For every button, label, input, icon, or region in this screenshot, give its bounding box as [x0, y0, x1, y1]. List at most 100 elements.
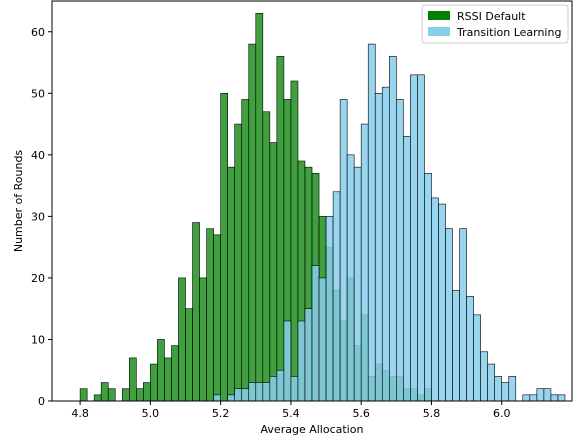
bar: [248, 382, 257, 402]
x-tick-label: 5.4: [282, 407, 300, 420]
bar: [325, 216, 334, 402]
bar: [550, 394, 559, 402]
x-tick-label: 5.0: [142, 407, 160, 420]
legend-swatch: [428, 11, 450, 20]
bar: [199, 277, 207, 402]
bar: [290, 376, 299, 402]
bar: [557, 394, 566, 402]
bar: [339, 99, 348, 402]
y-tick-label: 50: [31, 87, 45, 100]
bar: [241, 99, 250, 402]
bar: [417, 74, 425, 402]
x-tick-label: 5.8: [423, 407, 441, 420]
legend-label: RSSI Default: [457, 10, 526, 23]
x-tick-label: 6.0: [493, 407, 511, 420]
bar: [529, 394, 538, 402]
bar: [304, 308, 313, 402]
bar: [283, 320, 292, 402]
bar: [192, 222, 200, 402]
bar: [318, 277, 327, 402]
bar: [501, 382, 510, 402]
bar: [487, 363, 496, 402]
bar: [150, 363, 158, 402]
bar: [164, 357, 172, 402]
bar: [508, 376, 517, 402]
bar: [445, 228, 453, 402]
bar: [178, 277, 186, 402]
bar: [388, 56, 397, 402]
bar: [452, 289, 460, 402]
x-axis-label: Average Allocation: [261, 423, 364, 436]
y-tick-label: 40: [31, 149, 45, 162]
bar: [234, 388, 243, 402]
x-tick-label: 5.6: [352, 407, 370, 420]
bar: [220, 93, 228, 402]
y-tick-label: 20: [31, 272, 45, 285]
bar: [410, 74, 418, 402]
bar: [438, 203, 446, 402]
bar: [157, 339, 165, 402]
bar: [269, 376, 278, 402]
bar: [480, 351, 488, 402]
bar: [213, 234, 221, 402]
bar: [424, 173, 432, 402]
bar: [206, 228, 214, 402]
bar: [136, 388, 144, 402]
y-tick-label: 30: [31, 210, 45, 223]
bar: [185, 308, 193, 402]
bar: [248, 43, 257, 402]
bar: [431, 197, 439, 402]
bar: [346, 154, 355, 402]
bar: [332, 191, 341, 402]
bar: [100, 382, 109, 402]
bar: [297, 320, 306, 402]
bar: [227, 394, 236, 402]
bar: [459, 228, 467, 402]
bar: [107, 388, 116, 402]
legend: RSSI Default Transition Learning: [421, 4, 569, 44]
bar: [290, 80, 299, 402]
bar: [381, 86, 390, 402]
bar: [241, 388, 250, 402]
bar: [262, 111, 271, 402]
plot-frame: [51, 0, 573, 402]
bar: [396, 99, 404, 402]
bar: [360, 123, 369, 402]
legend-label: Transition Learning: [456, 26, 561, 39]
bar: [473, 314, 481, 402]
bar: [494, 376, 503, 402]
bar: [128, 357, 137, 402]
x-tick-label: 5.2: [212, 407, 230, 420]
bar: [374, 93, 383, 402]
y-tick-label: 0: [38, 395, 45, 408]
y-tick-label: 60: [31, 26, 45, 39]
bar: [536, 388, 545, 402]
bar: [143, 382, 151, 402]
bar: [255, 13, 264, 402]
bar: [311, 265, 320, 402]
legend-swatch: [428, 27, 450, 36]
bar: [79, 388, 88, 402]
bar: [522, 394, 531, 402]
axes-layer: 4.8 5.0 5.2 5.4 5.6 5.8 6.0 0 10 20 30 40 50 60: [31, 0, 573, 420]
legend-box: [421, 4, 569, 44]
bar: [353, 166, 362, 402]
bar: [403, 136, 411, 402]
bar: [213, 394, 221, 402]
bar: [262, 382, 271, 402]
bar: [269, 142, 278, 402]
bar: [543, 388, 552, 402]
bar: [93, 394, 102, 402]
bar: [255, 382, 264, 402]
bar: [276, 369, 285, 402]
bar: [367, 43, 376, 402]
y-tick-label: 10: [31, 333, 45, 346]
y-axis-label: Number of Rounds: [12, 150, 25, 253]
bar: [227, 166, 236, 402]
bar: [466, 296, 474, 402]
bar: [234, 123, 243, 402]
bar: [171, 345, 179, 402]
bar: [276, 56, 285, 402]
x-tick-label: 4.8: [71, 407, 89, 420]
